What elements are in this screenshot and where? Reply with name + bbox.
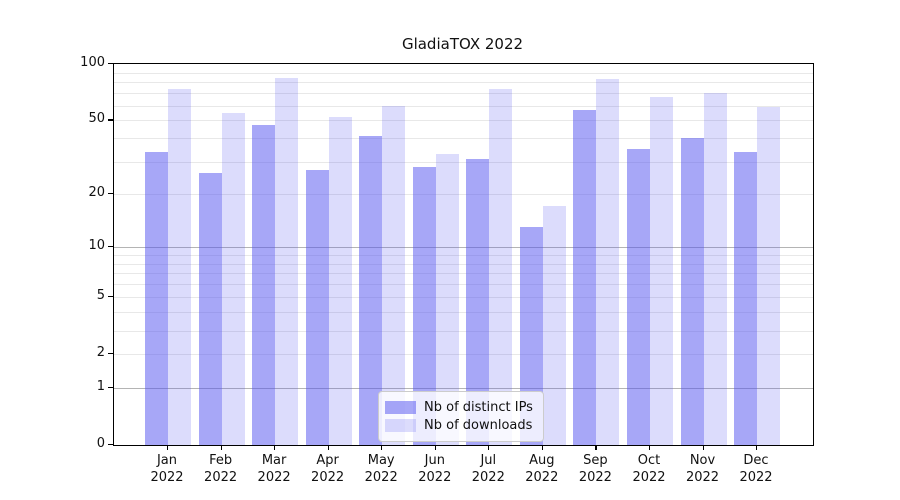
xtick-mark-feb — [220, 445, 222, 450]
gridline-90 — [114, 72, 813, 74]
gridline-40 — [114, 138, 813, 140]
bar-downloads-nov — [703, 93, 727, 445]
xtick-mark-may — [381, 445, 383, 450]
ytick-mark-0 — [108, 444, 113, 446]
legend-swatch-downloads — [385, 419, 416, 432]
xtick-label-feb: Feb 2022 — [204, 453, 238, 485]
ytick-label-20: 20 — [88, 184, 105, 200]
bar-downloads-dec — [757, 107, 780, 445]
gridline-20 — [114, 193, 813, 195]
plot-area: Nb of distinct IPs Nb of downloads — [113, 63, 814, 446]
legend: Nb of distinct IPs Nb of downloads — [378, 391, 544, 442]
gridline-5 — [114, 297, 813, 299]
bar-ips-jul — [466, 158, 490, 445]
xtick-label-dec: Dec 2022 — [739, 453, 773, 485]
xtick-label-apr: Apr 2022 — [311, 453, 345, 485]
xtick-label-jul: Jul 2022 — [471, 453, 505, 485]
xtick-label-jan: Jan 2022 — [150, 453, 184, 485]
gridline-3 — [114, 330, 813, 332]
ytick-mark-20 — [108, 192, 113, 194]
bar-ips-apr — [305, 169, 329, 445]
xtick-mark-oct — [649, 445, 651, 450]
gridline-9 — [114, 254, 813, 256]
legend-label-ips: Nb of distinct IPs — [424, 400, 533, 415]
xtick-mark-aug — [541, 445, 543, 450]
bar-ips-jan — [145, 151, 168, 445]
ytick-mark-5 — [108, 296, 113, 298]
ytick-label-100: 100 — [80, 55, 105, 70]
chart-title: GladiaTOX 2022 — [401, 35, 524, 53]
bar-downloads-oct — [650, 96, 673, 445]
xtick-mark-nov — [702, 445, 704, 450]
bar-ips-sep — [573, 109, 597, 445]
gridline-4 — [114, 312, 813, 314]
bar-ips-aug — [519, 227, 543, 445]
bar-downloads-feb — [221, 112, 245, 445]
gridline-1 — [114, 387, 813, 389]
bar-ips-nov — [680, 138, 704, 445]
gridline-10 — [114, 247, 813, 248]
xtick-mark-jul — [488, 445, 490, 450]
bar-ips-may — [359, 136, 383, 445]
bar-ips-mar — [252, 125, 276, 445]
ytick-label-0: 0 — [96, 436, 105, 451]
ytick-mark-10 — [108, 246, 113, 248]
ytick-label-10: 10 — [88, 238, 105, 253]
xtick-mark-sep — [595, 445, 597, 450]
gridline-80 — [114, 82, 813, 84]
xtick-label-oct: Oct 2022 — [632, 453, 666, 485]
gridline-30 — [114, 161, 813, 163]
xtick-mark-dec — [756, 445, 758, 450]
ytick-mark-2 — [108, 353, 113, 355]
bar-downloads-sep — [596, 79, 620, 445]
xtick-label-sep: Sep 2022 — [578, 453, 612, 485]
xtick-mark-mar — [274, 445, 276, 450]
xtick-label-aug: Aug 2022 — [525, 453, 559, 485]
legend-swatch-ips — [385, 401, 416, 414]
bar-downloads-aug — [542, 206, 566, 445]
ytick-label-50: 50 — [88, 111, 105, 127]
bar-downloads-may — [382, 105, 406, 445]
bar-downloads-jan — [168, 88, 191, 445]
xtick-mark-apr — [327, 445, 329, 450]
legend-row-ips: Nb of distinct IPs — [385, 399, 536, 416]
bar-downloads-jul — [489, 88, 513, 445]
bar-ips-jun — [412, 167, 436, 445]
xtick-mark-jan — [167, 445, 169, 450]
gridline-70 — [114, 93, 813, 95]
legend-row-downloads: Nb of downloads — [385, 417, 536, 434]
ytick-mark-50 — [108, 119, 113, 121]
bar-ips-feb — [198, 172, 222, 445]
xtick-label-mar: Mar 2022 — [257, 453, 291, 485]
gridline-2 — [114, 354, 813, 356]
bar-downloads-apr — [328, 117, 352, 445]
bar-ips-oct — [627, 149, 650, 445]
xtick-mark-jun — [434, 445, 436, 450]
bar-downloads-mar — [275, 78, 299, 445]
gridline-6 — [114, 284, 813, 286]
xtick-label-may: May 2022 — [364, 453, 398, 485]
ytick-label-1: 1 — [96, 378, 105, 394]
ytick-mark-1 — [108, 386, 113, 388]
ytick-label-5: 5 — [96, 288, 105, 304]
xtick-label-nov: Nov 2022 — [685, 453, 720, 485]
ytick-mark-100 — [108, 63, 113, 65]
gridline-60 — [114, 105, 813, 107]
xtick-label-jun: Jun 2022 — [418, 453, 452, 485]
ytick-label-2: 2 — [96, 345, 105, 361]
gridline-50 — [114, 120, 813, 122]
bar-ips-dec — [734, 151, 757, 445]
gridline-8 — [114, 263, 813, 265]
gridline-7 — [114, 273, 813, 275]
legend-label-downloads: Nb of downloads — [424, 418, 533, 433]
bar-downloads-jun — [435, 153, 459, 445]
